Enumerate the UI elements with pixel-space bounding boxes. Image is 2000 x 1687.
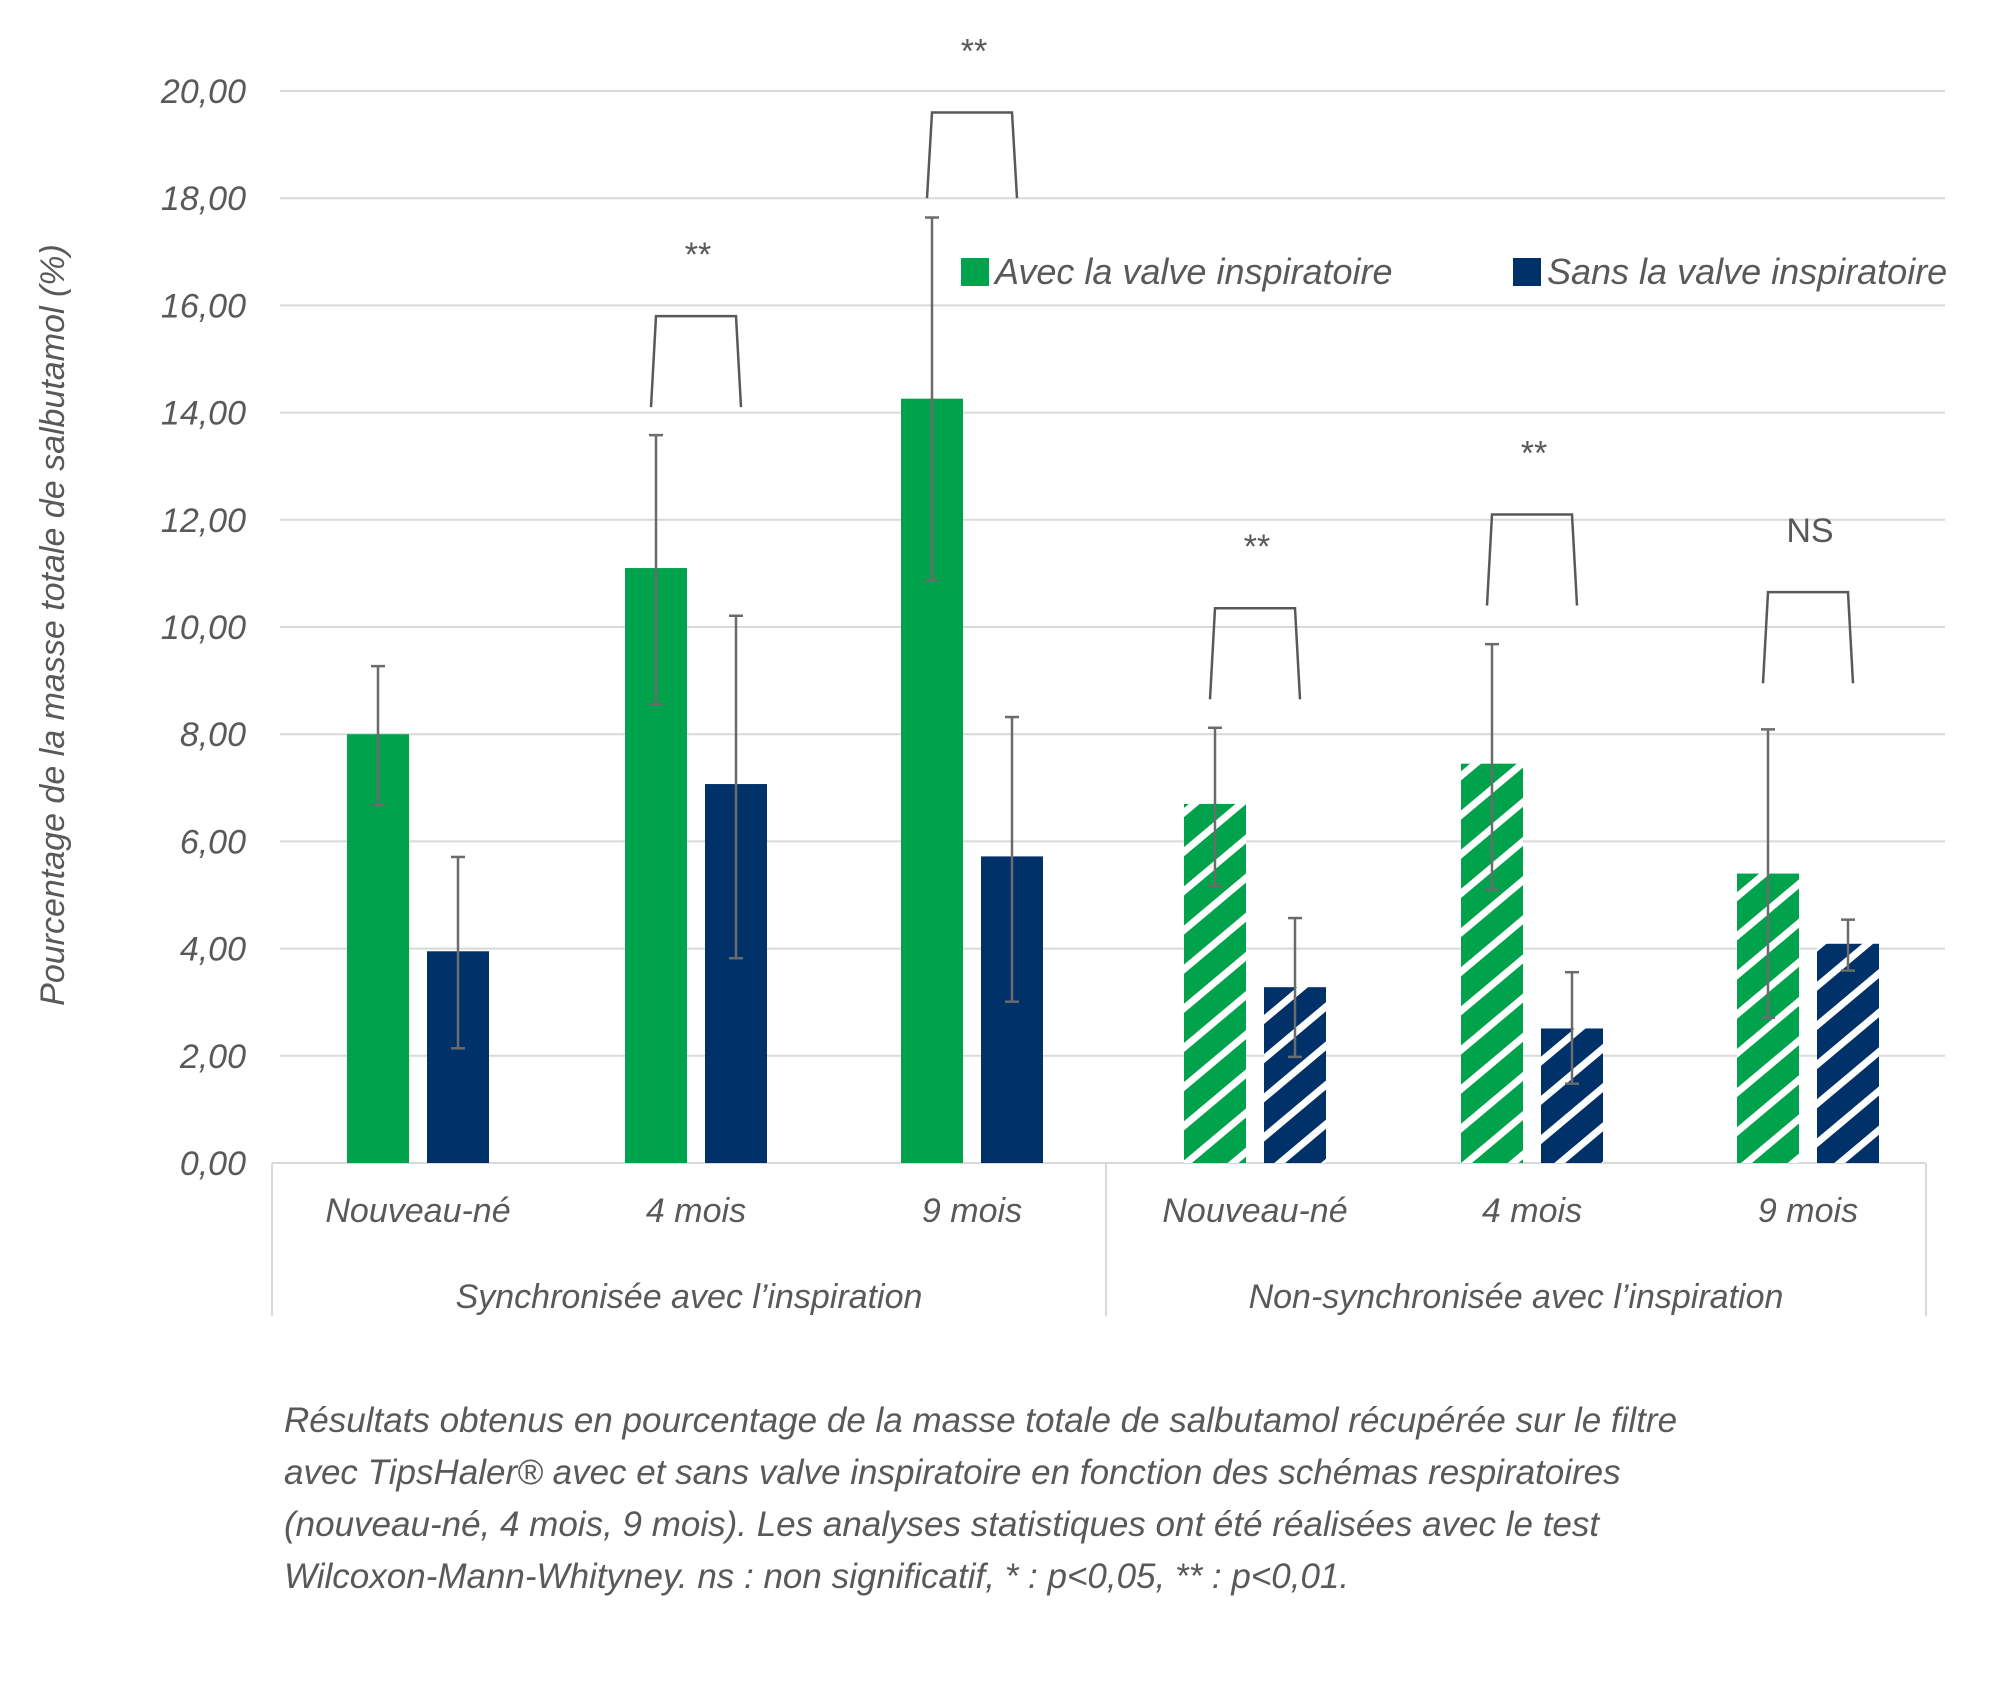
significance-annotations: ** ** ** ** NS: [649, 32, 1855, 700]
legend: Avec la valve inspiratoire Sans la valve…: [961, 251, 1947, 292]
error-bars: [371, 216, 1855, 1085]
y-tick-label: 16,00: [161, 287, 246, 325]
y-tick-label: 6,00: [180, 823, 246, 861]
significance-label: NS: [1786, 512, 1833, 550]
y-tick-label: 0,00: [180, 1145, 246, 1183]
category-label: 9 mois: [922, 1192, 1022, 1230]
category-label: 4 mois: [1482, 1192, 1582, 1230]
legend-swatch-avec: [961, 258, 989, 286]
group-label: Synchronisée avec l’inspiration: [456, 1278, 923, 1316]
significance-bracket: [649, 314, 743, 408]
caption-line: (nouveau-né, 4 mois, 9 mois). Les analys…: [284, 1505, 1600, 1544]
y-tick-label: 18,00: [161, 180, 246, 218]
caption-line: avec TipsHaler® avec et sans valve inspi…: [284, 1453, 1621, 1492]
y-tick-label: 4,00: [180, 931, 246, 969]
legend-label-sans: Sans la valve inspiratoire: [1547, 251, 1947, 292]
group-label: Non-synchronisée avec l’inspiration: [1249, 1278, 1784, 1316]
legend-swatch-sans: [1513, 258, 1541, 286]
significance-label: **: [1521, 434, 1547, 472]
bars: [347, 398, 1879, 1163]
category-axis: [271, 1162, 1927, 1316]
gridlines: [280, 90, 1945, 1057]
y-tick-label: 10,00: [161, 609, 246, 647]
category-labels: Nouveau-né 4 mois 9 mois Nouveau-né 4 mois 9 …: [325, 1192, 1858, 1230]
significance-bracket: [1761, 590, 1855, 684]
significance-label: **: [685, 236, 711, 274]
significance-bracket: [1208, 606, 1302, 700]
significance-bracket: [925, 111, 1019, 199]
category-label: Nouveau-né: [325, 1192, 510, 1230]
group-labels: Synchronisée avec l’inspiration Non-synch…: [456, 1278, 1784, 1316]
y-axis-ticks: 0,00 2,00 4,00 6,00 8,00 10,00 12,00 14,00 16,00…: [160, 73, 246, 1183]
y-tick-label: 12,00: [161, 502, 246, 540]
category-label: 9 mois: [1758, 1192, 1858, 1230]
caption-line: Résultats obtenus en pourcentage de la m…: [284, 1401, 1678, 1440]
significance-label: **: [1244, 528, 1270, 566]
category-label: Nouveau-né: [1162, 1192, 1347, 1230]
bar-sans-valve: [1817, 943, 1879, 1163]
significance-bracket: [1485, 513, 1579, 606]
significance-label: **: [961, 32, 987, 70]
y-tick-label: 14,00: [161, 395, 246, 433]
y-tick-label: 20,00: [160, 73, 246, 111]
caption-line: Wilcoxon-Mann-Whityney. ns : non signifi…: [284, 1557, 1350, 1596]
category-label: 4 mois: [646, 1192, 746, 1230]
y-tick-label: 2,00: [179, 1038, 246, 1076]
figure-caption: Résultats obtenus en pourcentage de la m…: [284, 1395, 1924, 1603]
y-axis-label: Pourcentage de la masse totale de salbut…: [34, 244, 72, 1006]
y-tick-label: 8,00: [180, 716, 246, 754]
legend-label-avec: Avec la valve inspiratoire: [993, 251, 1393, 292]
